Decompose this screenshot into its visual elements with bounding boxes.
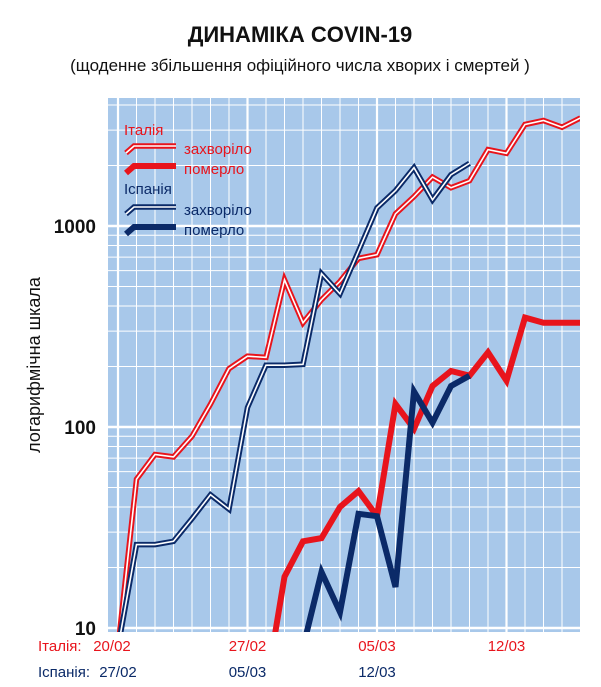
chart-title: ДИНАМІКА COVIN-19 [188, 22, 413, 47]
x-tick-label: 12/03 [358, 664, 396, 681]
legend-group-title: Іспанія [124, 181, 172, 198]
x-tick-label: 27/02 [229, 638, 267, 655]
x-axis-row-label: Іспанія: [38, 664, 90, 681]
series-cases-2 [117, 160, 471, 632]
x-axis-row: Італія: 20/02 27/02 05/03 12/03 [38, 638, 525, 655]
x-tick-label: 05/03 [229, 664, 267, 681]
legend-swatch-inner [125, 145, 176, 154]
legend-label: захворіло [184, 141, 252, 158]
x-tick-label: 27/02 [99, 664, 137, 681]
y-tick-label: 10 [75, 619, 96, 640]
legend-swatch [124, 163, 176, 176]
legend-label: померло [184, 161, 244, 178]
legend-group: Італія захворіло померло [124, 122, 252, 178]
x-tick-label: 12/03 [488, 638, 526, 655]
legend-group: Іспанія захворіло померло [124, 181, 252, 239]
x-tick-label: 05/03 [358, 638, 396, 655]
series-deaths-3 [303, 373, 471, 632]
series-line-inner [119, 162, 470, 632]
x-tick-label: 20/02 [93, 638, 131, 655]
y-axis-title: логарифмічна шкала [24, 276, 44, 453]
legend-group-title: Італія [124, 122, 163, 139]
legend-label: померло [184, 222, 244, 239]
legend-swatch [124, 224, 176, 237]
plot-background [108, 98, 580, 632]
y-tick-label: 100 [64, 418, 96, 439]
series-line [303, 373, 471, 632]
legend-label: захворіло [184, 202, 252, 219]
chart-subtitle: (щоденне збільшення офіційного числа хво… [70, 56, 530, 75]
x-axis-row-label: Італія: [38, 638, 82, 655]
y-tick-label: 1000 [54, 217, 96, 238]
x-axis-row: Іспанія: 27/02 05/03 12/03 [38, 664, 396, 681]
legend-swatch-inner [125, 206, 176, 215]
